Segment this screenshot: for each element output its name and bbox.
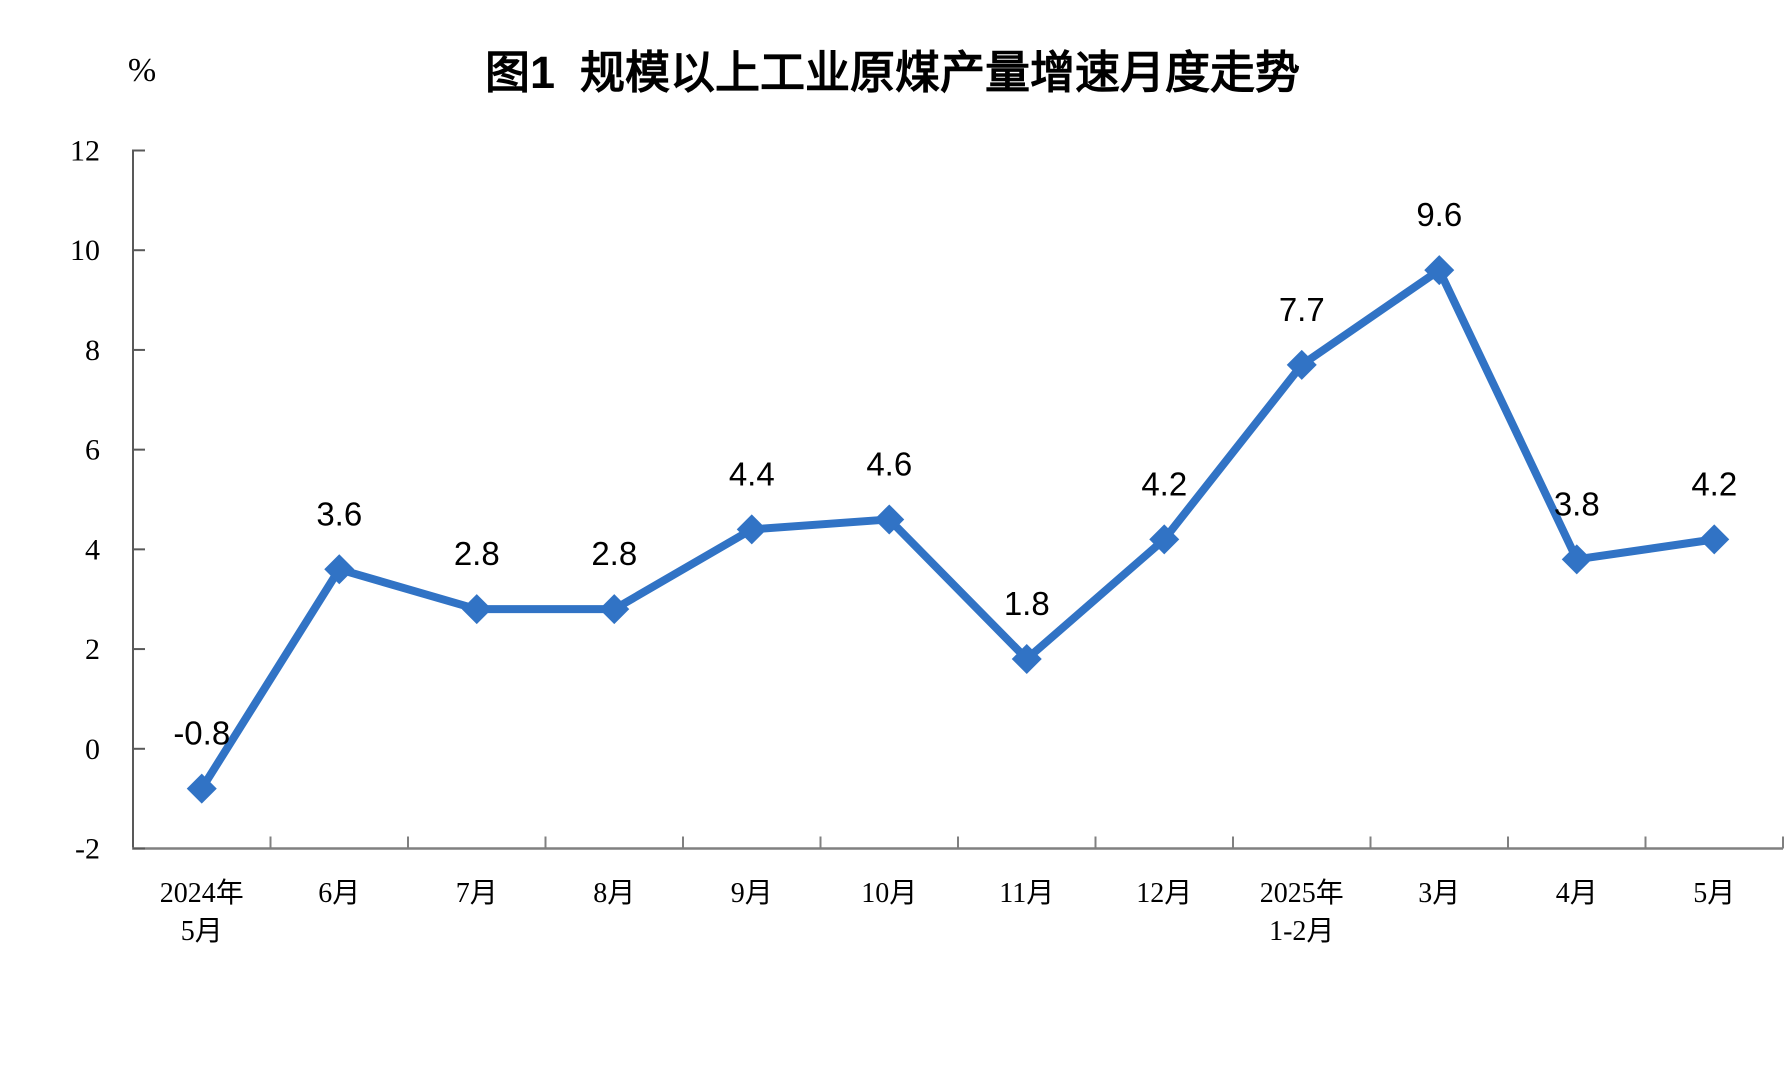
- x-category-label: 8月: [593, 878, 635, 909]
- data-point-marker: [1149, 524, 1180, 555]
- chart-title: 图1 规模以上工业原煤产量增速月度走势: [484, 47, 1301, 98]
- data-point-marker: [1286, 349, 1317, 380]
- x-category-label: 9月: [731, 878, 773, 909]
- x-category-label: 2024年: [160, 877, 244, 909]
- y-tick-label: 4: [85, 533, 100, 566]
- data-point-label: 1.8: [1004, 585, 1050, 622]
- data-point-marker: [186, 773, 217, 804]
- x-category-label: 5月: [1693, 878, 1735, 909]
- data-line: [197, 266, 1719, 793]
- x-category-label: 5月: [181, 916, 223, 947]
- data-point-marker: [1011, 644, 1042, 675]
- x-category-label: 12月: [1136, 878, 1192, 909]
- data-point-marker: [874, 504, 905, 535]
- x-category-label: 1-2月: [1269, 916, 1334, 947]
- y-tick-label: 6: [85, 434, 100, 467]
- data-point-label: 3.6: [316, 495, 362, 532]
- data-point-label: 9.6: [1416, 196, 1462, 233]
- y-tick-label: -2: [75, 833, 100, 866]
- data-point-label: 4.6: [866, 445, 912, 482]
- x-category-label: 3月: [1418, 878, 1460, 909]
- data-point-label: 4.2: [1141, 465, 1187, 502]
- x-category-label: 11月: [999, 878, 1054, 909]
- data-point-label: 4.4: [729, 455, 775, 492]
- data-point-marker: [1424, 255, 1455, 286]
- data-point-label: 3.8: [1554, 485, 1600, 522]
- x-category-label: 2025年: [1260, 877, 1344, 909]
- data-point-label: 4.2: [1691, 465, 1737, 502]
- data-point-marker: [1699, 524, 1730, 555]
- x-category-label: 6月: [318, 878, 360, 909]
- y-tick-label: 12: [70, 135, 100, 168]
- data-point-label: 2.8: [591, 535, 637, 572]
- y-axis-unit-label: %: [127, 52, 157, 89]
- y-tick-label: 8: [85, 334, 100, 367]
- y-tick-label: 0: [85, 733, 100, 766]
- x-category-label: 10月: [861, 878, 917, 909]
- y-tick-label: 10: [70, 234, 100, 267]
- x-category-label: 7月: [456, 878, 498, 909]
- data-point-label: 2.8: [454, 535, 500, 572]
- y-tick-label: 2: [85, 633, 100, 666]
- data-point-label: -0.8: [173, 715, 230, 752]
- data-point-label: 7.7: [1279, 291, 1325, 328]
- data-point-marker: [1561, 544, 1592, 575]
- data-point-marker: [461, 594, 492, 625]
- x-category-label: 4月: [1556, 878, 1598, 909]
- data-point-marker: [324, 554, 355, 585]
- data-point-marker: [736, 514, 767, 545]
- data-point-marker: [599, 594, 630, 625]
